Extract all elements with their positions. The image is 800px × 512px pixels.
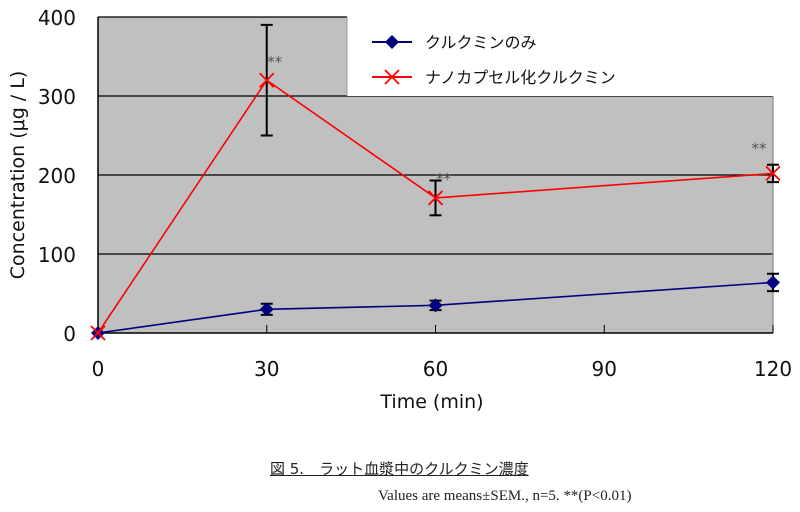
series-line	[97, 281, 774, 334]
significance-mark: **	[436, 170, 452, 188]
x-marker	[427, 190, 444, 206]
x-tick-label: 60	[423, 357, 448, 381]
diamond-marker	[428, 298, 443, 313]
figure-caption: 図 5. ラット血漿中のクルクミン濃度	[270, 460, 529, 478]
legend-label: ナノカプセル化クルクミン	[425, 68, 616, 87]
x-axis-title: Time (min)	[379, 391, 483, 413]
diamond-marker	[259, 302, 274, 317]
x-tick-label: 120	[754, 357, 792, 381]
x-marker	[90, 325, 106, 341]
x-tick-label: 0	[92, 357, 105, 381]
legend-label: クルクミンのみ	[425, 33, 537, 52]
y-tick-label: 0	[63, 322, 76, 346]
legend-diamond-icon	[385, 35, 399, 49]
x-tick-label: 30	[254, 357, 279, 381]
y-axis-title: Concentration (μg / L)	[7, 71, 29, 280]
figure-note: Values are means±SEM., n=5. **(P<0.01)	[378, 488, 632, 504]
y-tick-label: 200	[38, 164, 76, 188]
legend-x-icon	[384, 69, 400, 85]
y-tick-label: 100	[38, 243, 76, 267]
diamond-marker	[766, 275, 780, 290]
series-line	[97, 79, 774, 334]
y-tick-label: 400	[38, 6, 76, 30]
significance-mark: **	[267, 53, 283, 71]
x-marker	[259, 72, 275, 88]
x-tick-label: 90	[592, 357, 617, 381]
significance-mark: **	[752, 139, 768, 157]
x-marker	[765, 165, 781, 182]
legend-box	[347, 16, 777, 96]
series-nanocapsule-curcumin: ** ** **	[90, 23, 781, 341]
y-tick-label: 300	[38, 85, 76, 109]
